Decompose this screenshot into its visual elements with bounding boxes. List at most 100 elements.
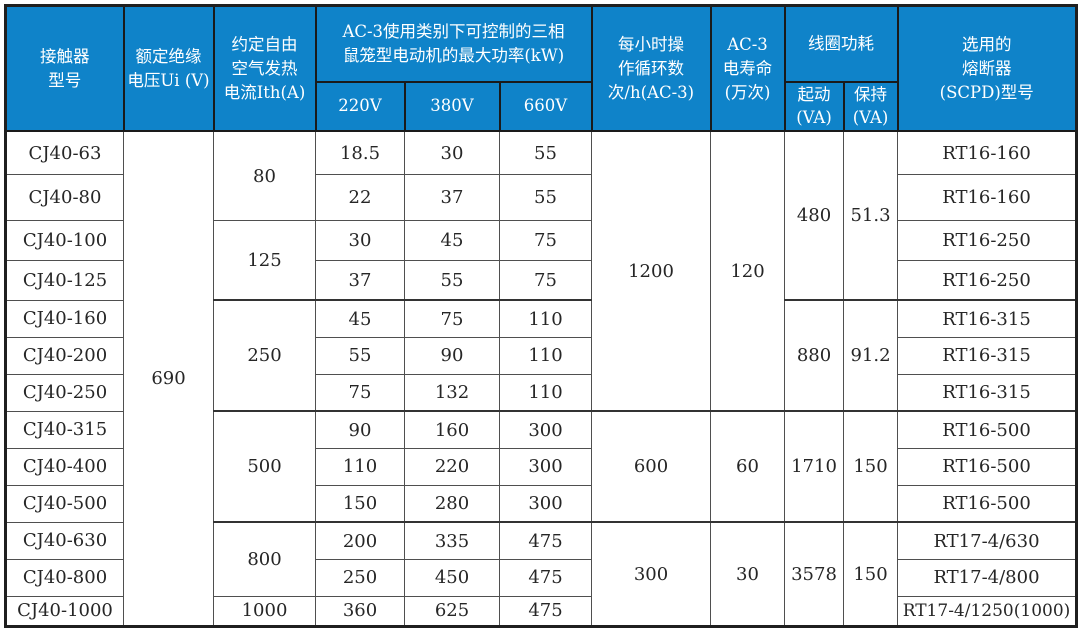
table-row: CJ40-80 22 37 55 RT16-160 <box>5 173 1077 221</box>
header-electrical-life: AC-3 电寿命 (万次) <box>709 4 786 133</box>
table-row: CJ40-200 55 90 110 RT16-315 <box>5 336 1077 375</box>
cell-model: CJ40-160 <box>5 299 124 338</box>
cell-380v: 280 <box>404 484 500 524</box>
cell-start-va: 1710 <box>784 410 844 524</box>
cell-660v: 475 <box>499 595 592 627</box>
cell-fuse: RT16-315 <box>897 336 1077 375</box>
cell-fuse: RT16-500 <box>897 484 1077 524</box>
cell-model: CJ40-100 <box>5 219 124 261</box>
cell-380v: 55 <box>404 259 500 302</box>
cell-model: CJ40-315 <box>5 410 124 449</box>
table-row: CJ40-400 110 220 300 RT16-500 <box>5 447 1077 486</box>
cell-ops: 300 <box>591 521 711 627</box>
cell-660v: 300 <box>499 410 592 449</box>
header-220v: 220V <box>314 80 406 133</box>
cell-hold-va: 51.3 <box>843 130 898 302</box>
cell-ith: 800 <box>213 521 316 597</box>
cell-fuse: RT16-160 <box>897 173 1077 221</box>
cell-ops: 1200 <box>591 130 711 413</box>
cell-660v: 110 <box>499 299 592 338</box>
cell-fuse: RT16-500 <box>897 410 1077 449</box>
cell-model: CJ40-63 <box>5 130 124 175</box>
cell-model: CJ40-800 <box>5 558 124 597</box>
table-row: CJ40-1000 1000 360 625 475 RT17-4/1250(1… <box>5 595 1077 627</box>
cell-hold-va: 91.2 <box>843 299 898 413</box>
cell-380v: 132 <box>404 373 500 413</box>
cell-start-va: 3578 <box>784 521 844 627</box>
cell-220v: 55 <box>315 336 405 375</box>
cell-380v: 30 <box>404 130 500 175</box>
cell-660v: 110 <box>499 373 592 413</box>
header-hold-va: 保持 (VA) <box>842 80 899 133</box>
cell-life: 120 <box>710 130 785 413</box>
cell-660v: 75 <box>499 259 592 302</box>
cell-ui: 690 <box>123 130 214 627</box>
cell-ith: 1000 <box>213 595 316 627</box>
cell-hold-va: 150 <box>843 521 898 627</box>
cell-fuse: RT17-4/1250(1000) <box>897 595 1077 627</box>
cell-220v: 37 <box>315 259 405 302</box>
header-max-power-group: AC-3使用类别下可控制的三相 鼠笼型电动机的最大功率(kW) <box>314 4 593 83</box>
cell-380v: 75 <box>404 299 500 338</box>
table-row: CJ40-100 125 30 45 75 RT16-250 <box>5 219 1077 302</box>
cell-380v: 450 <box>404 558 500 597</box>
cell-380v: 335 <box>404 521 500 560</box>
cell-380v: 625 <box>404 595 500 627</box>
cell-220v: 360 <box>315 595 405 627</box>
cell-model: CJ40-500 <box>5 484 124 523</box>
cell-220v: 75 <box>315 373 405 413</box>
table-row: CJ40-500 150 280 300 RT16-500 <box>5 484 1077 524</box>
cell-life: 30 <box>710 521 785 627</box>
table-row: CJ40-125 37 55 75 RT16-250 <box>5 259 1077 302</box>
cell-220v: 18.5 <box>315 130 405 175</box>
cell-ith: 250 <box>213 299 316 413</box>
header-start-va: 起动 (VA) <box>783 80 845 133</box>
cell-fuse: RT16-160 <box>897 130 1077 175</box>
contactor-spec-table: 接触器 型号 额定绝缘 电压Ui (V) 约定自由 空气发热 电流Ith(A) … <box>4 4 1078 628</box>
cell-220v: 200 <box>315 521 405 560</box>
header-fuse-type: 选用的 熔断器 (SCPD)型号 <box>896 4 1078 133</box>
cell-model: CJ40-125 <box>5 259 124 301</box>
cell-hold-va: 150 <box>843 410 898 524</box>
cell-start-va: 480 <box>784 130 844 302</box>
cell-fuse: RT16-500 <box>897 447 1077 486</box>
table-row: CJ40-315 500 90 160 300 600 60 1710 150 … <box>5 410 1077 524</box>
cell-220v: 110 <box>315 447 405 486</box>
cell-220v: 30 <box>315 219 405 261</box>
header-380v: 380V <box>403 80 501 133</box>
cell-model: CJ40-200 <box>5 336 124 375</box>
cell-model: CJ40-630 <box>5 521 124 560</box>
cell-model: CJ40-250 <box>5 373 124 412</box>
cell-fuse: RT16-315 <box>897 299 1077 338</box>
cell-ith: 125 <box>213 219 316 302</box>
cell-220v: 90 <box>315 410 405 449</box>
table-row: CJ40-160 250 45 75 110 880 91.2 RT16-315 <box>5 299 1077 413</box>
cell-fuse: RT16-250 <box>897 259 1077 302</box>
cell-model: CJ40-400 <box>5 447 124 486</box>
cell-life: 60 <box>710 410 785 524</box>
cell-220v: 22 <box>315 173 405 221</box>
header-660v: 660V <box>498 80 593 133</box>
cell-660v: 55 <box>499 130 592 175</box>
table-row: CJ40-630 800 200 335 475 300 30 3578 150… <box>5 521 1077 627</box>
cell-380v: 45 <box>404 219 500 261</box>
header-model: 接触器 型号 <box>4 4 125 133</box>
cell-380v: 160 <box>404 410 500 449</box>
cell-fuse: RT16-250 <box>897 219 1077 261</box>
cell-660v: 475 <box>499 558 592 597</box>
table-row: CJ40-800 250 450 475 RT17-4/800 <box>5 558 1077 597</box>
cell-start-va: 880 <box>784 299 844 413</box>
cell-380v: 37 <box>404 173 500 221</box>
cell-380v: 220 <box>404 447 500 486</box>
cell-660v: 75 <box>499 219 592 261</box>
header-operating-cycles: 每小时操 作循环数 次/h(AC-3) <box>590 4 712 133</box>
cell-660v: 110 <box>499 336 592 375</box>
cell-380v: 90 <box>404 336 500 375</box>
table-body: CJ40-63 690 80 18.5 30 55 1200 120 480 5… <box>5 130 1077 627</box>
table-row: CJ40-63 690 80 18.5 30 55 1200 120 480 5… <box>5 130 1077 627</box>
cell-fuse: RT17-4/800 <box>897 558 1077 597</box>
cell-model: CJ40-1000 <box>5 595 124 627</box>
cell-660v: 300 <box>499 447 592 486</box>
cell-660v: 55 <box>499 173 592 221</box>
cell-fuse: RT16-315 <box>897 373 1077 413</box>
